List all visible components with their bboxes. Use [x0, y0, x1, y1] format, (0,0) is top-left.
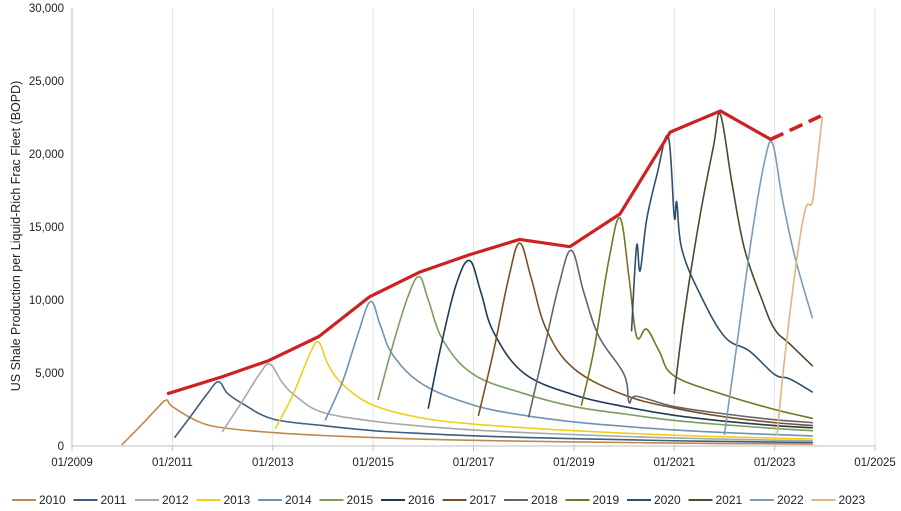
envelope-projection-line	[769, 114, 822, 142]
envelope-line	[166, 109, 773, 396]
x-tick-label: 01/2025	[854, 457, 896, 469]
y-tick-label: 5,000	[35, 368, 64, 380]
y-tick-label: 30,000	[29, 3, 64, 15]
y-axis-label: US Shale Production per Liquid-Rich Frac…	[9, 81, 23, 392]
y-tick-label: 10,000	[29, 295, 64, 307]
series-line-2011	[174, 380, 814, 444]
y-tick-label: 15,000	[29, 222, 64, 234]
legend-label-2020: 2020	[654, 493, 681, 507]
x-tick-label: 01/2021	[653, 457, 695, 469]
legend-label-2013: 2013	[224, 493, 251, 507]
series-line-2023	[776, 116, 824, 436]
y-tick-label: 25,000	[29, 76, 64, 88]
series-line-2013	[274, 340, 814, 440]
grid	[171, 8, 876, 446]
legend-label-2022: 2022	[777, 493, 804, 507]
legend-label-2019: 2019	[593, 493, 620, 507]
legend-label-2021: 2021	[716, 493, 743, 507]
series-line-2020	[630, 134, 814, 393]
series-line-2014	[324, 300, 814, 437]
x-tick-label: 01/2023	[754, 457, 796, 469]
x-tick-label: 01/2011	[152, 457, 193, 469]
legend-label-2014: 2014	[285, 493, 312, 507]
x-tick-label: 01/2019	[553, 457, 595, 469]
series-line-2021	[673, 112, 814, 395]
legend: 2010 2011 2012 2013 2014 2015 2016 2017 2018 2019…	[12, 493, 866, 507]
series-line-2012	[221, 363, 814, 442]
legend-label-2012: 2012	[162, 493, 189, 507]
x-tick-label: 01/2017	[453, 457, 495, 469]
legend-label-2017: 2017	[470, 493, 497, 507]
legend-label-2023: 2023	[839, 493, 866, 507]
x-tick-label: 01/2009	[51, 457, 93, 469]
x-tick-label: 01/2015	[352, 457, 394, 469]
envelope-layer	[166, 109, 822, 396]
axes	[71, 8, 876, 451]
x-tick-labels: 01/2009 01/2011 01/2013 01/2015 01/2017 01/20…	[51, 457, 896, 469]
series-line-2018	[527, 249, 814, 424]
legend-label-2010: 2010	[39, 493, 66, 507]
legend-label-2015: 2015	[347, 493, 374, 507]
legend-label-2016: 2016	[408, 493, 435, 507]
y-tick-labels: 0 5,000 10,000 15,000 20,000 25,000 30,000	[29, 3, 64, 453]
y-tick-label: 20,000	[29, 149, 64, 161]
series-line-2016	[427, 259, 814, 429]
legend-label-2011: 2011	[101, 493, 127, 507]
series-line-2015	[377, 275, 814, 432]
series-line-2019	[580, 217, 814, 420]
series-line-2022	[723, 140, 814, 436]
y-tick-label: 0	[58, 441, 64, 453]
x-tick-label: 01/2013	[252, 457, 294, 469]
series-lines	[121, 112, 824, 446]
legend-label-2018: 2018	[531, 493, 558, 507]
series-line-2010	[121, 399, 814, 446]
